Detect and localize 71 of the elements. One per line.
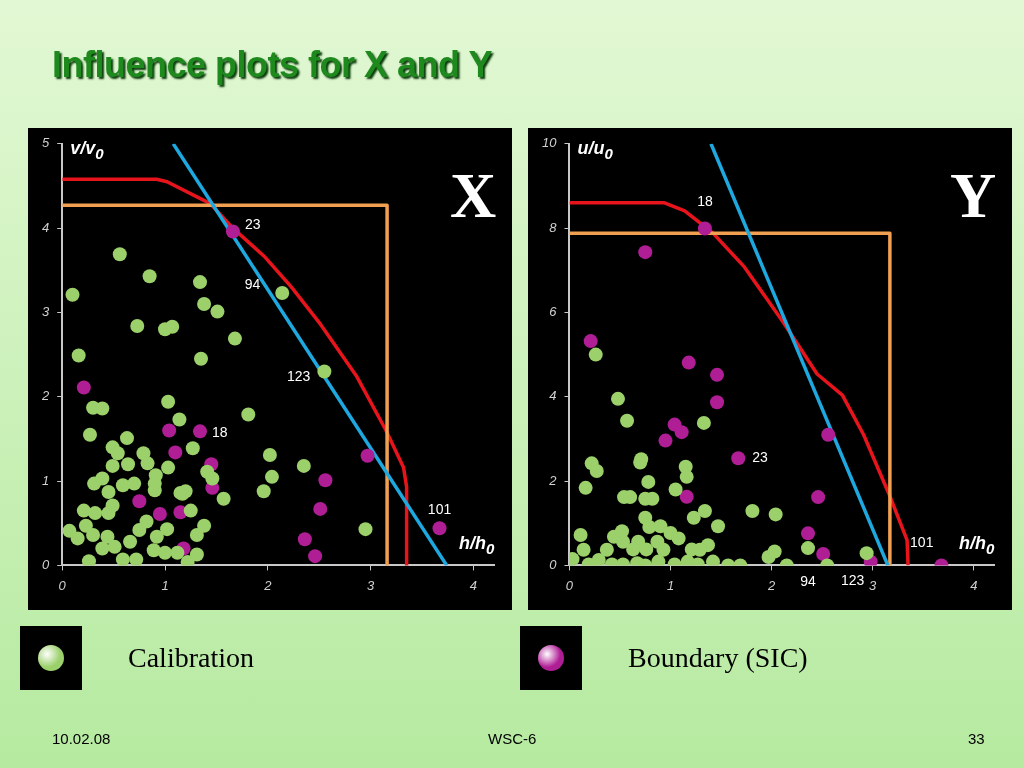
point xyxy=(360,448,375,463)
text: 10.02.08 xyxy=(52,730,111,747)
point xyxy=(132,494,147,509)
y-tick-label: 1 xyxy=(42,472,50,488)
point xyxy=(816,547,831,562)
point xyxy=(152,506,167,521)
x-tick-label: 4 xyxy=(970,577,978,593)
y-tick-label: 8 xyxy=(549,219,558,235)
legend-label: Calibration xyxy=(128,642,254,674)
annotation: 23 xyxy=(244,216,261,233)
point xyxy=(162,423,177,438)
y-tick-label: 4 xyxy=(549,388,557,404)
y-tick-label: 2 xyxy=(548,472,558,488)
point xyxy=(811,490,826,505)
text: 33 xyxy=(968,730,985,747)
x-tick-label: 0 xyxy=(565,577,574,593)
point xyxy=(658,433,673,448)
point xyxy=(168,445,183,460)
point xyxy=(297,532,312,547)
x-tick-label: 3 xyxy=(367,577,376,593)
annotation: 23 xyxy=(752,449,769,466)
point xyxy=(710,367,725,382)
point xyxy=(192,424,207,439)
y-tick-label: 0 xyxy=(42,557,50,573)
annotation: 123 xyxy=(840,572,865,589)
point xyxy=(638,245,653,260)
point xyxy=(318,473,333,488)
point xyxy=(731,451,746,466)
point xyxy=(583,334,598,349)
y-tick-label: 10 xyxy=(541,135,558,151)
y-axis-title: v/v$_{0}$ xyxy=(70,137,104,162)
y-tick-label: 5 xyxy=(42,135,50,151)
chart-title: Influence plots for X and Y xyxy=(52,44,492,86)
point xyxy=(681,355,696,370)
annotation: 18 xyxy=(697,193,713,210)
annotation: 94 xyxy=(800,572,817,589)
x-axis-title: h/h$_{0}$ xyxy=(459,533,495,557)
annotation: 123 xyxy=(287,368,311,385)
annotation: 94 xyxy=(244,275,261,292)
y-tick-label: 6 xyxy=(549,304,558,320)
y-tick-label: 2 xyxy=(41,388,50,404)
point xyxy=(225,224,240,239)
point xyxy=(710,395,725,410)
y-tick-label: 0 xyxy=(549,557,558,573)
point xyxy=(821,427,836,442)
annotation: 101 xyxy=(427,501,452,518)
x-tick-label: 2 xyxy=(767,577,776,593)
x-tick-label: 1 xyxy=(161,577,169,593)
x-tick-label: 4 xyxy=(469,577,478,593)
text: WSC-6 xyxy=(488,730,537,747)
annotation: X xyxy=(450,160,497,231)
y-tick-label: 3 xyxy=(42,304,50,320)
point xyxy=(76,380,91,395)
legend-label: Boundary (SIC) xyxy=(628,642,808,674)
x-tick-label: 1 xyxy=(666,577,675,593)
annotation: Y xyxy=(950,160,997,231)
point xyxy=(801,526,816,541)
x-axis-title: h/h$_{0}$ xyxy=(959,533,995,557)
annotation: 101 xyxy=(910,534,934,551)
y-axis-title: u/u$_{0}$ xyxy=(577,137,613,162)
x-tick-label: 0 xyxy=(58,577,67,593)
x-tick-label: 3 xyxy=(869,577,878,593)
point xyxy=(432,521,447,536)
point xyxy=(679,489,694,504)
point xyxy=(697,221,712,236)
point xyxy=(674,425,689,440)
point xyxy=(308,549,323,564)
x-tick-label: 2 xyxy=(263,577,273,593)
point xyxy=(313,501,328,516)
annotation: 18 xyxy=(211,424,228,441)
y-tick-label: 4 xyxy=(42,219,50,235)
